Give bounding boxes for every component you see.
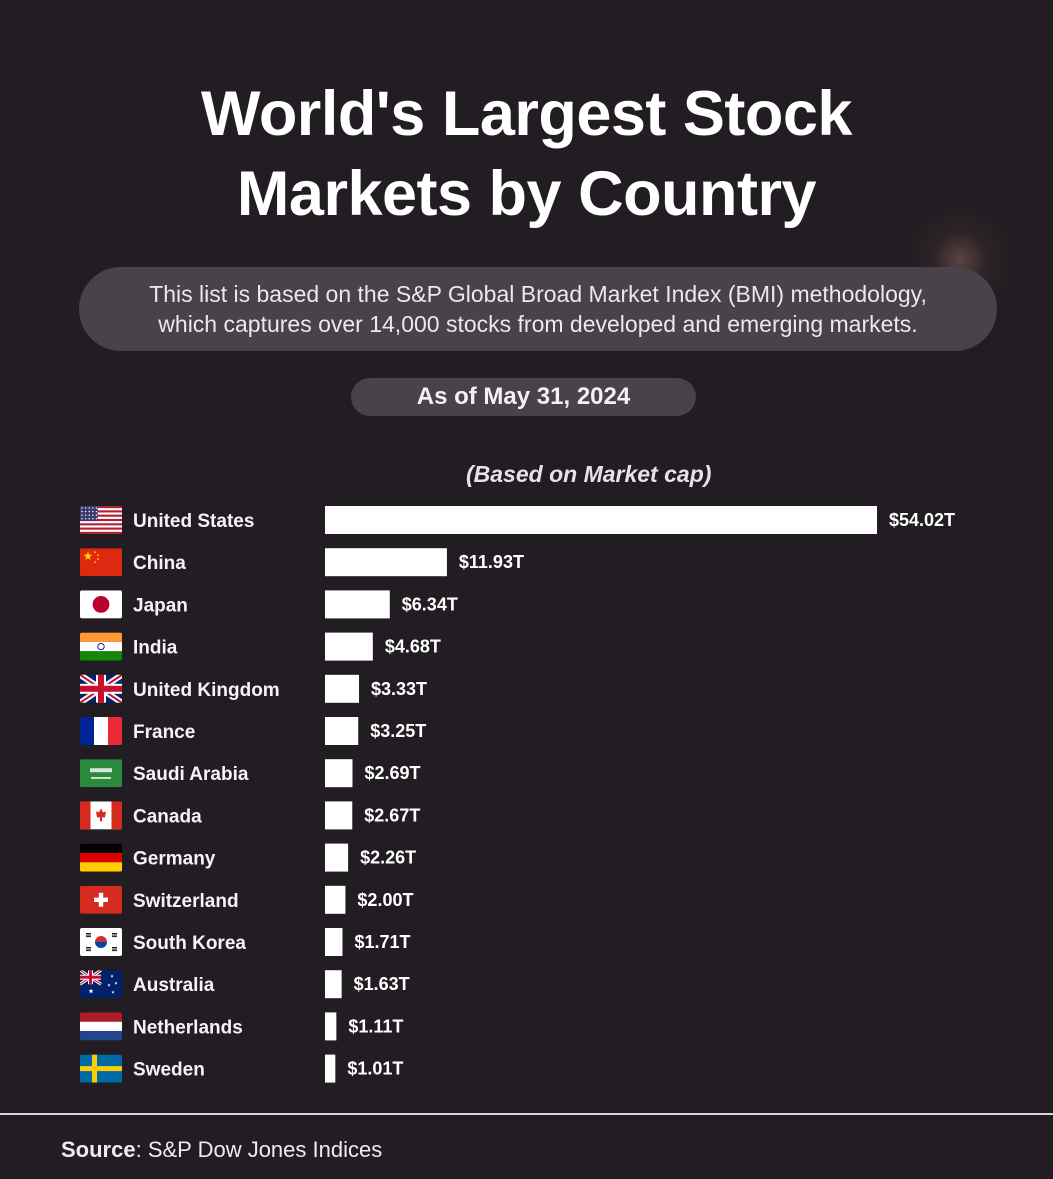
country-label: Canada [133,806,202,827]
bar [325,548,447,577]
flag-united-states-icon [80,506,122,534]
page-title: World's Largest Stock Markets by Country [0,74,1053,234]
bar-value-label: $2.00T [357,890,413,910]
bar-value-label: $54.02T [889,510,955,530]
bar-value-label: $1.63T [354,974,410,994]
bar [325,801,353,830]
country-label: Switzerland [133,891,239,912]
flag-saudi-arabia-icon [80,759,122,788]
source-label: Source [61,1137,136,1162]
flag-australia-icon [80,970,122,999]
country-label: United Kingdom [133,680,280,701]
flag-sweden-icon [80,1054,122,1083]
bar [325,970,342,999]
country-label: China [133,553,186,574]
bar-row: Germany $2.26T [80,843,416,872]
bar-row: France $3.25T [80,717,426,745]
bar-value-label: $2.67T [364,805,420,825]
flag-united-kingdom-icon [80,674,122,703]
bar [325,759,353,788]
country-label: India [133,638,178,659]
flag-switzerland-icon [80,885,122,914]
country-label: France [133,722,195,743]
flag-india-icon [80,632,122,661]
bar [325,885,346,914]
subtitle-line-2: which captures over 14,000 stocks from d… [158,311,918,337]
basis-label: (Based on Market cap) [466,461,712,487]
country-label: Germany [133,849,216,870]
bar-row: Japan $6.34T [80,590,458,619]
bar-value-label: $2.69T [364,763,420,783]
bar-row: Canada $2.67T [80,801,420,830]
bar-value-label: $4.68T [385,637,441,657]
flag-germany-icon [80,843,122,872]
bar [325,590,390,619]
bar [325,717,359,745]
bar-value-label: $6.34T [402,594,458,614]
title-line-1: World's Largest Stock [201,79,852,149]
bar-value-label: $2.26T [360,848,416,868]
bar-row: Switzerland $2.00T [80,885,413,914]
country-label: South Korea [133,933,246,954]
flag-south-korea-icon [80,928,122,956]
date-label: As of May 31, 2024 [416,383,631,410]
bar-row: United Kingdom $3.33T [80,674,427,703]
footer-divider [0,1113,1053,1115]
flag-canada-icon [80,801,122,830]
country-label: Sweden [133,1060,205,1081]
bar-value-label: $1.11T [348,1016,403,1036]
subtitle-box: This list is based on the S&P Global Bro… [79,267,997,351]
bar [325,506,877,534]
title-line-2: Markets by Country [236,159,817,229]
bar-row: Sweden $1.01T [80,1054,403,1083]
date-badge: As of May 31, 2024 [351,378,696,416]
bar [325,1012,337,1041]
bar [325,1054,336,1083]
bar-row: Australia $1.63T [80,970,410,999]
flag-china-icon [80,548,122,577]
bar [325,632,373,661]
source-line: Source: S&P Dow Jones Indices [61,1137,382,1163]
country-label: Netherlands [133,1017,243,1038]
subtitle-line-1: This list is based on the S&P Global Bro… [149,281,927,307]
bar-row: South Korea $1.71T [80,928,411,956]
country-label: Australia [133,975,215,996]
source-separator: : [135,1137,142,1162]
bar [325,928,343,956]
country-label: Japan [133,595,188,616]
bar-row: United States $54.02T [80,506,955,534]
bar-value-label: $3.25T [370,721,426,741]
bar-value-label: $1.01T [347,1059,403,1079]
flag-france-icon [80,717,122,745]
bar-row: Saudi Arabia $2.69T [80,759,421,788]
flag-japan-icon [80,590,122,619]
country-label: Saudi Arabia [133,764,249,785]
bar-value-label: $1.71T [354,932,410,952]
country-label: United States [133,511,254,532]
bar-value-label: $11.93T [459,552,524,572]
bar-value-label: $3.33T [371,679,427,699]
bar-row: Netherlands $1.11T [80,1012,403,1041]
bar [325,674,360,703]
bar [325,843,349,872]
bar-row: China $11.93T [80,548,524,577]
bar-row: India $4.68T [80,632,441,661]
source-text: S&P Dow Jones Indices [141,1137,383,1162]
flag-netherlands-icon [80,1012,122,1041]
